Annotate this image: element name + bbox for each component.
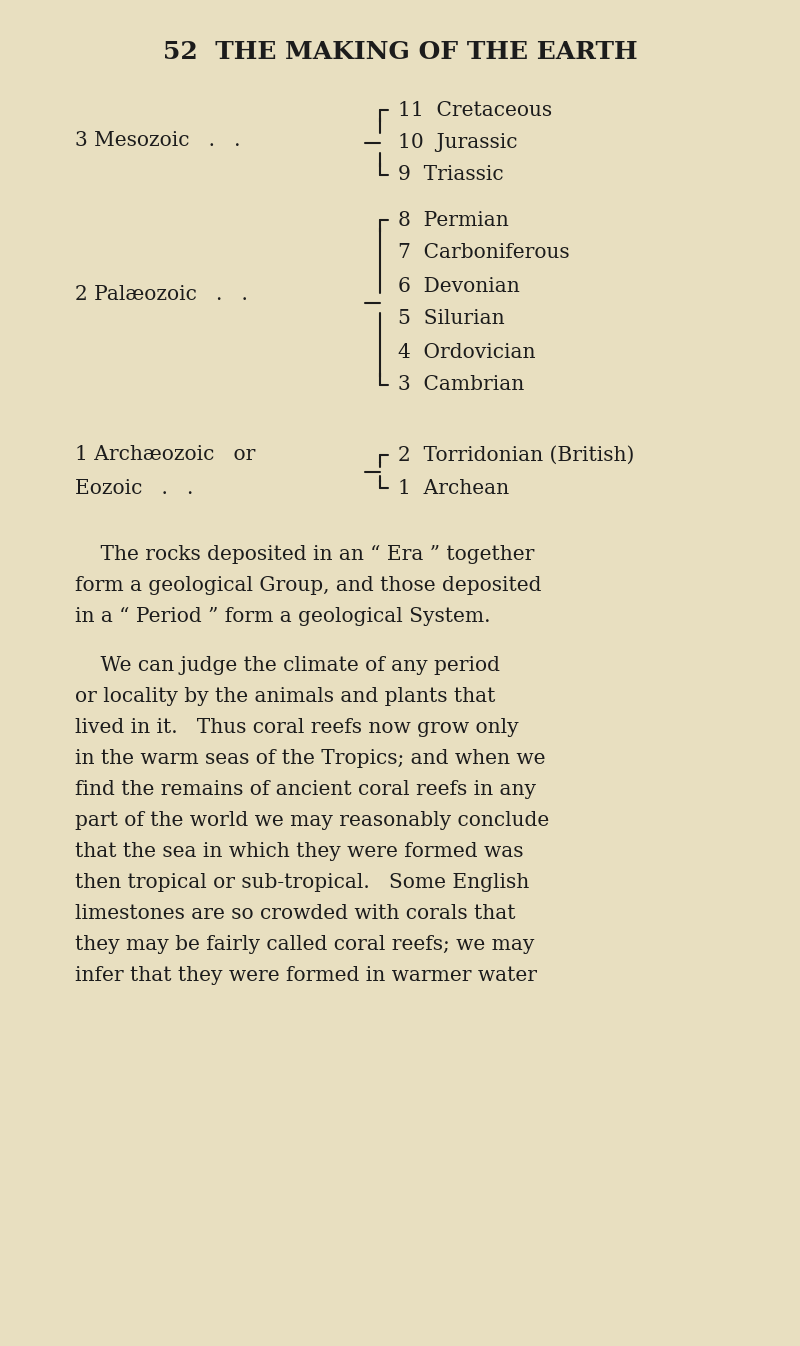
Text: lived in it.   Thus coral reefs now grow only: lived in it. Thus coral reefs now grow o…	[75, 717, 518, 738]
Text: find the remains of ancient coral reefs in any: find the remains of ancient coral reefs …	[75, 779, 536, 800]
Text: 2 Palæozoic   .   .: 2 Palæozoic . .	[75, 285, 248, 304]
Text: 2  Torridonian (British): 2 Torridonian (British)	[398, 446, 634, 464]
Text: 11  Cretaceous: 11 Cretaceous	[398, 101, 552, 120]
Text: 9  Triassic: 9 Triassic	[398, 166, 504, 184]
Text: then tropical or sub-tropical.   Some English: then tropical or sub-tropical. Some Engl…	[75, 874, 530, 892]
Text: infer that they were formed in warmer water: infer that they were formed in warmer wa…	[75, 966, 537, 985]
Text: 52  THE MAKING OF THE EARTH: 52 THE MAKING OF THE EARTH	[162, 40, 638, 65]
Text: or locality by the animals and plants that: or locality by the animals and plants th…	[75, 686, 495, 707]
Text: they may be fairly called coral reefs; we may: they may be fairly called coral reefs; w…	[75, 935, 534, 954]
Text: form a geological Group, and those deposited: form a geological Group, and those depos…	[75, 576, 542, 595]
Text: 6  Devonian: 6 Devonian	[398, 276, 520, 296]
Text: Eozoic   .   .: Eozoic . .	[75, 478, 200, 498]
Text: 5  Silurian: 5 Silurian	[398, 310, 505, 328]
Text: We can judge the climate of any period: We can judge the climate of any period	[75, 656, 500, 674]
Text: in the warm seas of the Tropics; and when we: in the warm seas of the Tropics; and whe…	[75, 748, 546, 769]
Text: 3  Cambrian: 3 Cambrian	[398, 376, 524, 394]
Text: part of the world we may reasonably conclude: part of the world we may reasonably conc…	[75, 812, 550, 830]
Text: 1  Archean: 1 Archean	[398, 478, 509, 498]
Text: 1 Archæozoic   or: 1 Archæozoic or	[75, 446, 255, 464]
Text: 7  Carboniferous: 7 Carboniferous	[398, 244, 570, 262]
Text: that the sea in which they were formed was: that the sea in which they were formed w…	[75, 843, 523, 861]
Text: limestones are so crowded with corals that: limestones are so crowded with corals th…	[75, 905, 515, 923]
Text: in a “ Period ” form a geological System.: in a “ Period ” form a geological System…	[75, 607, 490, 626]
Text: 3 Mesozoic   .   .: 3 Mesozoic . .	[75, 131, 241, 149]
Text: 8  Permian: 8 Permian	[398, 210, 509, 230]
Text: The rocks deposited in an “ Era ” together: The rocks deposited in an “ Era ” togeth…	[75, 545, 534, 564]
Text: 10  Jurassic: 10 Jurassic	[398, 133, 518, 152]
Text: 4  Ordovician: 4 Ordovician	[398, 342, 535, 362]
